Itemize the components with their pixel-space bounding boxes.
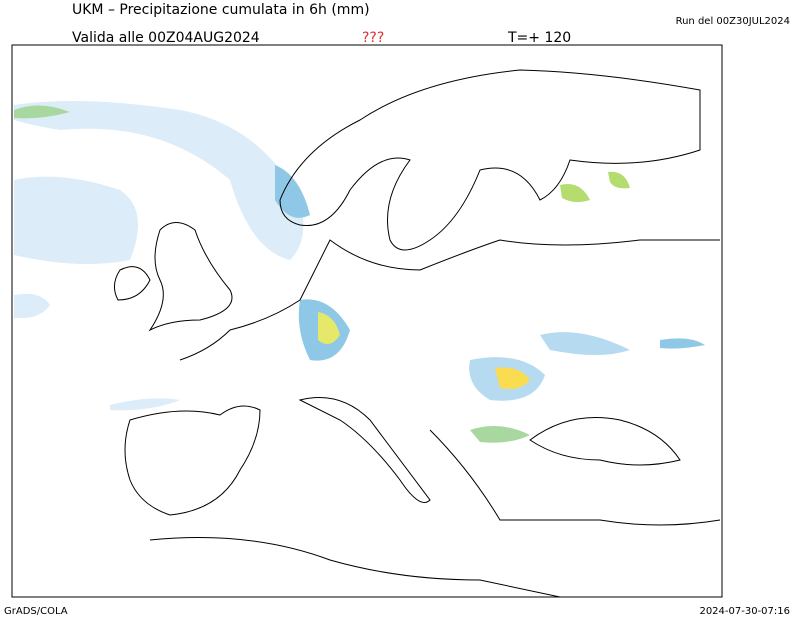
run-info: Run del 00Z30JUL2024 <box>676 16 790 27</box>
map-frame <box>11 44 723 598</box>
timestamp: 2024-07-30-07:16 <box>699 606 790 617</box>
coastlines <box>114 69 721 598</box>
lead-time: T=+ 120 <box>507 30 571 46</box>
map <box>11 44 723 598</box>
source: GrADS/COLA <box>4 606 68 617</box>
precipitation <box>14 101 705 443</box>
flag: ??? <box>362 30 384 46</box>
valid-time: Valida alle 00Z04AUG2024 <box>72 30 260 46</box>
title: UKM – Precipitazione cumulata in 6h (mm) <box>72 2 370 18</box>
